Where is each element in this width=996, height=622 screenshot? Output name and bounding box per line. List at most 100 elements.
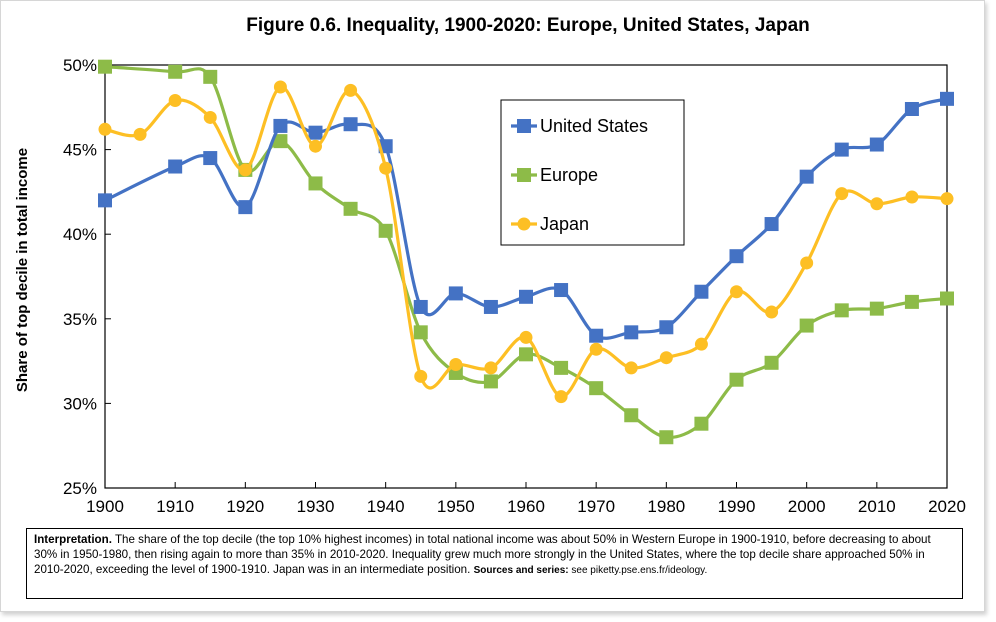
data-point-japan <box>484 361 498 375</box>
data-point-united-states <box>764 217 779 232</box>
legend-label-europe: Europe <box>540 165 598 185</box>
data-point-united-states <box>589 328 604 343</box>
series-japan <box>98 80 954 404</box>
sources-label: Sources and series: <box>473 565 569 576</box>
data-point-united-states <box>869 137 884 152</box>
y-tick-label: 45% <box>63 141 97 160</box>
x-tick-label: 1940 <box>367 497 405 516</box>
x-tick-label: 1970 <box>577 497 615 516</box>
data-point-europe <box>729 372 744 387</box>
data-point-united-states <box>238 200 253 215</box>
note-text: The share of the top decile (the top 10%… <box>34 533 931 576</box>
data-point-europe <box>203 69 218 84</box>
x-tick-label: 1990 <box>718 497 756 516</box>
data-point-united-states <box>483 299 498 314</box>
legend-marker-japan <box>517 217 531 231</box>
data-point-japan <box>870 197 884 211</box>
data-point-europe <box>308 176 323 191</box>
data-point-united-states <box>624 325 639 340</box>
note-label: Interpretation. <box>34 533 112 546</box>
data-point-japan <box>940 192 954 206</box>
data-point-europe <box>624 408 639 423</box>
data-point-japan <box>659 351 673 365</box>
data-point-united-states <box>413 299 428 314</box>
data-point-united-states <box>308 125 323 140</box>
x-tick-label: 1950 <box>437 497 475 516</box>
data-point-japan <box>554 390 568 404</box>
data-point-europe <box>764 355 779 370</box>
x-tick-label: 1910 <box>156 497 194 516</box>
data-point-japan <box>203 110 217 124</box>
x-tick-label: 1930 <box>297 497 335 516</box>
data-point-united-states <box>904 101 919 116</box>
data-point-europe <box>554 360 569 375</box>
data-point-europe <box>98 59 112 74</box>
data-point-japan <box>835 187 849 201</box>
x-axis: 1900 1910 1920 1930 1940 1950 1960 1970 1980 1990… <box>86 482 966 516</box>
data-point-united-states <box>940 91 954 106</box>
data-point-europe <box>904 294 919 309</box>
interpretation-note: Interpretation. The share of the top dec… <box>26 528 963 599</box>
data-point-united-states <box>448 286 463 301</box>
x-tick-label: 1920 <box>226 497 264 516</box>
data-point-japan <box>168 94 182 108</box>
data-point-united-states <box>834 142 849 157</box>
series-line-japan <box>104 85 948 399</box>
data-point-japan <box>624 361 638 375</box>
chart-title: Figure 0.6. Inequality, 1900-2020: Europ… <box>246 15 810 36</box>
legend-box <box>500 99 685 246</box>
data-point-japan <box>589 342 603 356</box>
data-point-united-states <box>98 193 112 208</box>
data-point-united-states <box>659 320 674 335</box>
y-tick-label: 25% <box>63 479 97 498</box>
data-point-europe <box>273 134 288 149</box>
y-axis-label: Share of top decile in total income <box>14 148 31 392</box>
data-point-united-states <box>203 151 218 166</box>
y-axis: 25% 30% 35% 40% 45% 50% <box>63 56 111 498</box>
x-tick-label: 1900 <box>86 497 124 516</box>
x-tick-label: 2000 <box>788 497 826 516</box>
series-united-states <box>98 91 954 343</box>
x-tick-label: 2010 <box>858 497 896 516</box>
y-tick-label: 30% <box>63 394 97 413</box>
data-point-japan <box>730 285 743 299</box>
legend-marker-united-states <box>517 119 531 133</box>
data-point-europe <box>940 291 954 306</box>
series-europe <box>98 59 954 445</box>
x-tick-label: 2020 <box>928 497 966 516</box>
data-point-japan <box>414 369 428 383</box>
data-point-japan <box>238 163 252 177</box>
data-point-united-states <box>729 249 744 264</box>
data-point-japan <box>133 127 147 141</box>
data-point-europe <box>834 303 849 318</box>
data-point-europe <box>483 374 498 389</box>
y-tick-label: 50% <box>63 56 97 75</box>
data-point-europe <box>413 325 428 340</box>
data-point-europe <box>869 301 884 316</box>
y-tick-label: 40% <box>63 225 97 244</box>
data-point-europe <box>343 201 358 216</box>
data-point-europe <box>168 64 183 79</box>
data-point-japan <box>309 139 322 153</box>
legend: United States Europe Japan <box>500 99 685 246</box>
x-tick-label: 1960 <box>507 497 545 516</box>
data-point-europe <box>378 223 393 238</box>
data-point-united-states <box>273 118 288 133</box>
sources-text: see piketty.pse.ens.fr/ideology. <box>568 565 708 576</box>
data-point-japan <box>344 83 358 97</box>
data-point-united-states <box>168 159 183 174</box>
legend-label-united-states: United States <box>540 116 648 136</box>
legend-marker-europe <box>517 168 531 182</box>
data-point-united-states <box>519 289 533 304</box>
data-point-united-states <box>799 169 814 184</box>
data-point-europe <box>799 318 814 333</box>
series-layer <box>98 59 954 445</box>
data-point-japan <box>449 357 463 371</box>
data-point-japan <box>800 256 814 270</box>
data-point-japan <box>273 80 287 94</box>
data-point-japan <box>519 330 533 344</box>
data-point-europe <box>589 381 604 396</box>
data-point-united-states <box>694 284 709 299</box>
data-point-europe <box>519 347 533 362</box>
